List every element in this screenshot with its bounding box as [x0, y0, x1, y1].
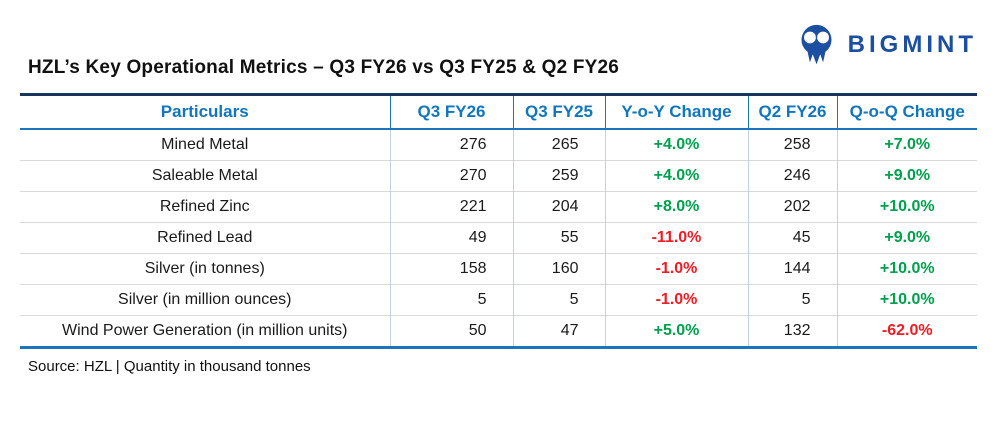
- table-row: Silver (in tonnes) 158 160 -1.0% 144 +10…: [20, 253, 977, 285]
- cell-yoy-change: -11.0%: [604, 222, 748, 254]
- table-row: Silver (in million ounces) 5 5 -1.0% 5 +…: [20, 284, 977, 316]
- cell-particulars: Silver (in tonnes): [20, 253, 390, 285]
- page-title: HZL’s Key Operational Metrics – Q3 FY26 …: [28, 57, 620, 78]
- col-header-yoy-change: Y-o-Y Change: [604, 94, 748, 130]
- cell-q2fy26: 132: [747, 315, 837, 348]
- cell-particulars: Wind Power Generation (in million units): [20, 315, 390, 348]
- cell-qoq-change: +7.0%: [836, 128, 977, 161]
- cell-particulars: Saleable Metal: [20, 160, 390, 192]
- col-header-q3fy26: Q3 FY26: [389, 94, 513, 130]
- table-row: Saleable Metal 270 259 +4.0% 246 +9.0%: [20, 160, 977, 192]
- cell-yoy-change: -1.0%: [604, 284, 748, 316]
- source-note: Source: HZL | Quantity in thousand tonne…: [28, 358, 311, 375]
- cell-q3fy26: 276: [389, 128, 513, 161]
- cell-particulars: Mined Metal: [20, 128, 390, 161]
- col-header-q3fy25: Q3 FY25: [512, 94, 605, 130]
- table-row: Mined Metal 276 265 +4.0% 258 +7.0%: [20, 128, 977, 161]
- cell-q3fy26: 5: [389, 284, 513, 316]
- cell-q3fy25: 55: [512, 222, 605, 254]
- cell-q3fy25: 204: [512, 191, 605, 223]
- bigmint-logo: BIGMINT: [794, 22, 977, 67]
- cell-qoq-change: +9.0%: [836, 222, 977, 254]
- cell-q3fy26: 49: [389, 222, 513, 254]
- cell-qoq-change: +9.0%: [836, 160, 977, 192]
- cell-q2fy26: 144: [747, 253, 837, 285]
- cell-q2fy26: 246: [747, 160, 837, 192]
- cell-qoq-change: +10.0%: [836, 191, 977, 223]
- cell-q3fy25: 5: [512, 284, 605, 316]
- cell-qoq-change: -62.0%: [836, 315, 977, 348]
- owl-icon: [794, 22, 839, 67]
- table-row: Wind Power Generation (in million units)…: [20, 315, 977, 348]
- cell-yoy-change: +8.0%: [604, 191, 748, 223]
- cell-q2fy26: 45: [747, 222, 837, 254]
- cell-particulars: Silver (in million ounces): [20, 284, 390, 316]
- cell-yoy-change: -1.0%: [604, 253, 748, 285]
- cell-qoq-change: +10.0%: [836, 253, 977, 285]
- col-header-qoq-change: Q-o-Q Change: [836, 94, 977, 130]
- table-row: Refined Zinc 221 204 +8.0% 202 +10.0%: [20, 191, 977, 223]
- cell-q2fy26: 202: [747, 191, 837, 223]
- brand-name: BIGMINT: [847, 30, 977, 58]
- cell-q3fy25: 265: [512, 128, 605, 161]
- cell-yoy-change: +4.0%: [604, 128, 748, 161]
- cell-q3fy25: 259: [512, 160, 605, 192]
- cell-q3fy26: 270: [389, 160, 513, 192]
- cell-yoy-change: +5.0%: [604, 315, 748, 348]
- cell-q3fy26: 50: [389, 315, 513, 348]
- cell-yoy-change: +4.0%: [604, 160, 748, 192]
- cell-qoq-change: +10.0%: [836, 284, 977, 316]
- cell-particulars: Refined Lead: [20, 222, 390, 254]
- cell-q2fy26: 258: [747, 128, 837, 161]
- cell-q3fy26: 158: [389, 253, 513, 285]
- col-header-q2fy26: Q2 FY26: [747, 94, 837, 130]
- table-row: Refined Lead 49 55 -11.0% 45 +9.0%: [20, 222, 977, 254]
- table-body: Mined Metal 276 265 +4.0% 258 +7.0% Sale…: [20, 128, 977, 348]
- cell-q3fy26: 221: [389, 191, 513, 223]
- metrics-table: Particulars Q3 FY26 Q3 FY25 Y-o-Y Change…: [20, 93, 977, 349]
- cell-q2fy26: 5: [747, 284, 837, 316]
- cell-q3fy25: 160: [512, 253, 605, 285]
- cell-q3fy25: 47: [512, 315, 605, 348]
- header-row: Particulars Q3 FY26 Q3 FY25 Y-o-Y Change…: [20, 94, 977, 130]
- col-header-particulars: Particulars: [20, 94, 390, 130]
- cell-particulars: Refined Zinc: [20, 191, 390, 223]
